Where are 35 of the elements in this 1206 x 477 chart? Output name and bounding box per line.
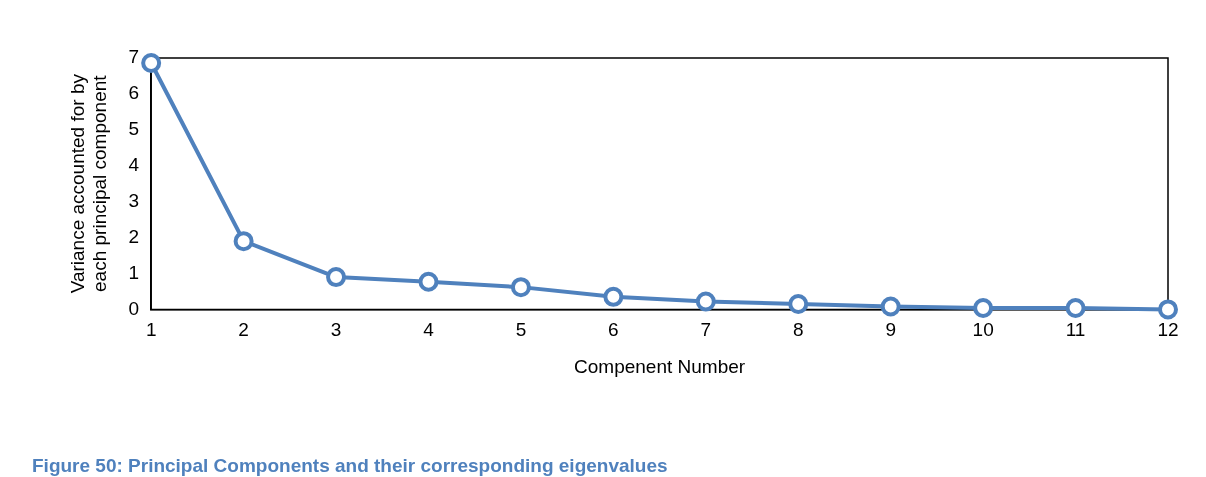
x-tick-label: 2 xyxy=(238,319,249,341)
point xyxy=(880,296,901,317)
x-tick-label: 10 xyxy=(972,319,994,341)
y-axis-title: Variance accounted for by each principal component xyxy=(66,73,111,294)
y-tick-label: 6 xyxy=(128,82,140,104)
point xyxy=(1065,297,1086,318)
point xyxy=(603,286,624,307)
y-tick-label: 7 xyxy=(128,46,140,68)
point xyxy=(973,297,994,318)
x-tick-label: 12 xyxy=(1157,319,1179,341)
point xyxy=(233,231,254,252)
y-tick-label: 4 xyxy=(128,153,140,175)
point xyxy=(788,294,809,315)
point xyxy=(695,291,716,312)
x-tick-label: 11 xyxy=(1065,319,1086,341)
y-tick-label: 3 xyxy=(128,189,140,211)
x-tick-label: 8 xyxy=(792,319,804,341)
x-tick-label: 6 xyxy=(608,319,619,341)
x-tick-label: 5 xyxy=(515,319,527,341)
y-tick-label: 0 xyxy=(128,297,140,319)
x-tick-label: 3 xyxy=(330,319,342,341)
y-tick-label: 2 xyxy=(128,225,140,247)
point xyxy=(326,267,347,288)
y-tick-label: 1 xyxy=(128,261,140,283)
x-tick-label: 4 xyxy=(423,319,435,341)
x-tick-label: 9 xyxy=(885,319,896,341)
x-tick-label: 1 xyxy=(145,319,157,341)
caption: Figure 50: Principal Components and their corresponding eigenvalues xyxy=(32,455,669,477)
x-axis-title: Compenent Number xyxy=(574,355,746,377)
y-tick-label: 5 xyxy=(128,118,140,140)
point xyxy=(418,271,439,292)
point xyxy=(1158,299,1178,320)
point xyxy=(510,277,531,298)
point xyxy=(141,53,162,74)
x-tick-label: 7 xyxy=(700,319,712,341)
